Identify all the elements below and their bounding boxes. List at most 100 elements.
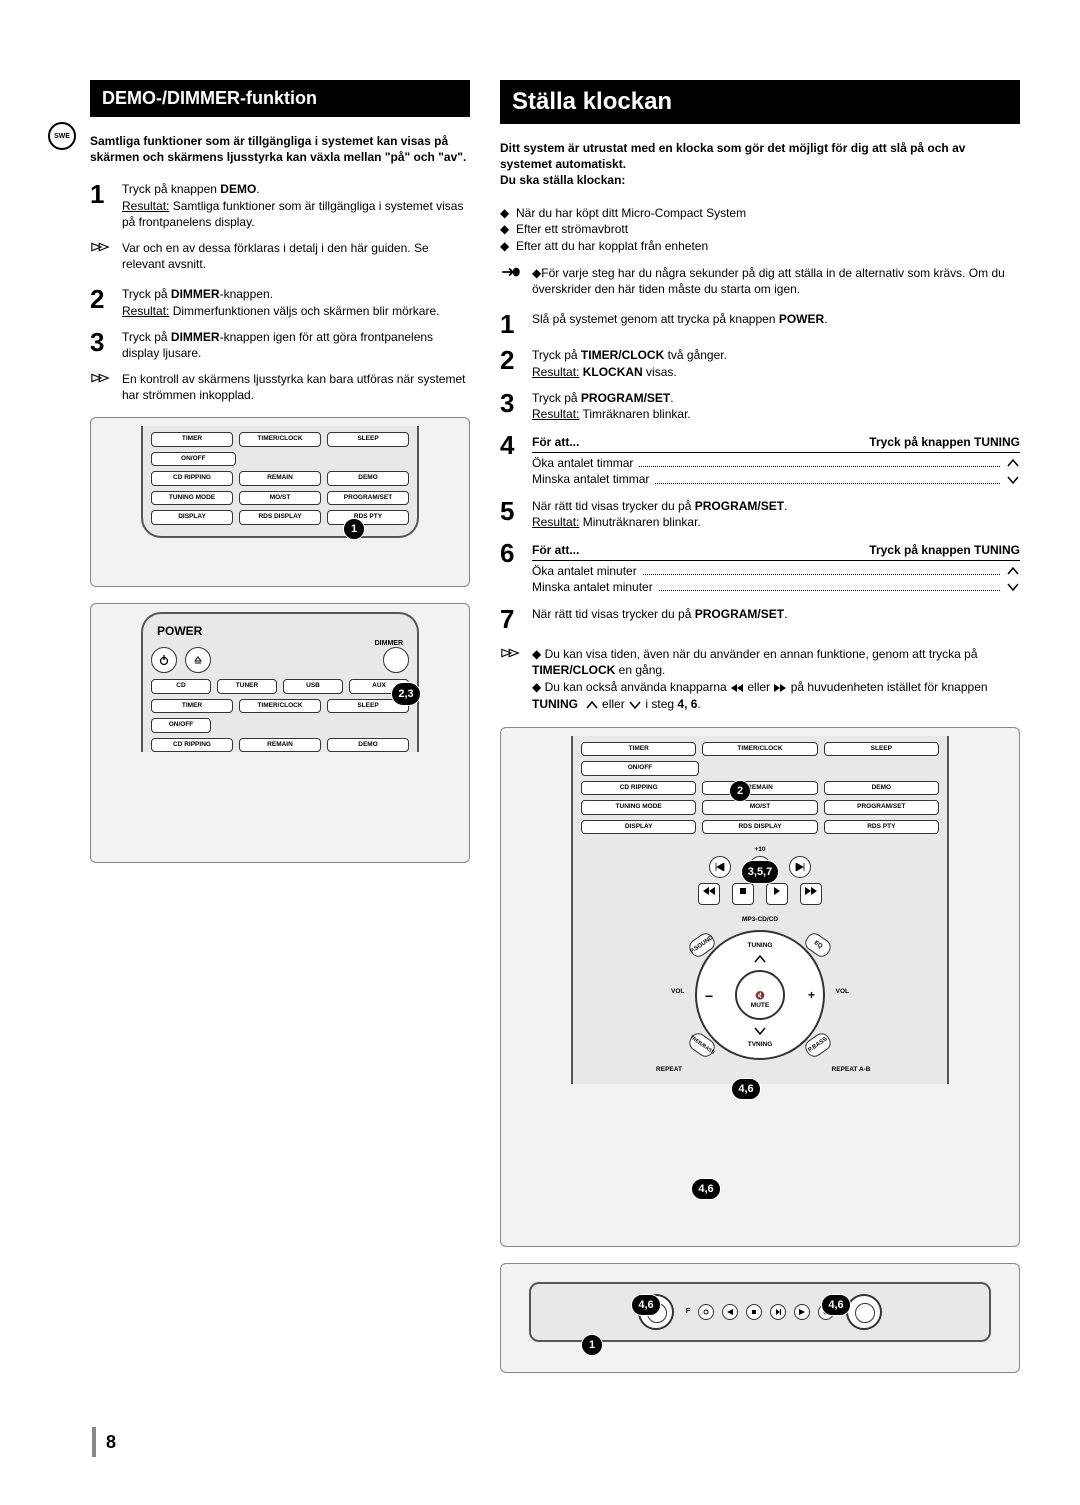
chevron-down-icon [628,700,642,710]
remote-button: TIMER/CLOCK [702,742,817,757]
remote-diagram-1: TIMERTIMER/CLOCKSLEEPON/OFFCD RIPPINGREM… [90,417,470,587]
clock-reasons: ◆När du har köpt ditt Micro-Compact Syst… [500,205,1020,255]
next-track-icon [773,683,787,693]
step-body: Tryck på DIMMER-knappen.Resultat: Dimmer… [122,286,470,318]
step-body: Tryck på DIMMER-knappen igen för att gör… [122,329,470,361]
chevron-note-icon [90,371,112,403]
play-icon [766,883,788,905]
step-number: 1 [500,311,522,337]
remote-button: TIMER [151,699,233,714]
tuning-label: TUNING [695,942,825,949]
step-number: 1 [90,181,112,230]
vol-left-label: VOL [671,988,684,995]
tuning-table: För att...Tryck på knappen TUNINGÖka ant… [532,434,1020,488]
marker-4-6-bottom: 4,6 [691,1178,721,1200]
step-number: 3 [90,329,112,361]
step-row: 3 Tryck på DIMMER-knappen igen för att gö… [90,329,470,361]
step-number: 2 [500,347,522,379]
dimmer-button [383,647,409,673]
step-number: 7 [500,606,522,632]
remote-button: USB [283,679,343,694]
right-steps: 1 Slå på systemet genom att trycka på kna… [500,311,1020,631]
step-number: 2 [90,286,112,318]
right-intro: Ditt system är utrustat med en klocka so… [500,140,1020,189]
step-body: För att...Tryck på knappen TUNINGÖka ant… [532,540,1020,596]
step-row: 4För att...Tryck på knappen TUNINGÖka an… [500,432,1020,488]
step-row: 1Tryck på knappen DEMO.Resultat: Samtlig… [90,181,470,230]
stop-icon [732,883,754,905]
f-label: F [686,1308,690,1315]
chevron-down-icon [753,1026,767,1036]
hand-icon [500,265,522,297]
ubtn-stop [746,1304,762,1320]
step-row: 1 Slå på systemet genom att trycka på kna… [500,311,1020,337]
remote-button: RDS DISPLAY [239,510,321,525]
ff-icon [800,883,822,905]
next-icon [789,856,811,878]
bullet-row: ◆Efter ett strömavbrott [500,221,1020,238]
step-body: För att...Tryck på knappen TUNINGÖka ant… [532,432,1020,488]
unit-diagram: F 4,6 4,6 1 [500,1263,1020,1373]
left-column: DEMO-/DIMMER-funktion Samtliga funktione… [90,80,470,1373]
eject-icon [185,647,211,673]
remote-button: TUNER [217,679,277,694]
remote-button: DISPLAY [151,510,233,525]
marker-2-3: 2,3 [391,682,421,706]
ubtn-1 [698,1304,714,1320]
remote-button: DEMO [327,738,409,753]
marker-3-5-7: 3,5,7 [741,860,779,884]
repeat-label: REPEAT [581,1066,757,1073]
heading-demo-dimmer: DEMO-/DIMMER-funktion [90,80,470,117]
right-column: Ställa klockan Ditt system är utrustat m… [500,80,1020,1373]
remote-button: DISPLAY [581,820,696,835]
step-body: Tryck på TIMER/CLOCK två gånger.Resultat… [532,347,1020,379]
vol-right-label: VOL [836,988,849,995]
ubtn-prev [722,1304,738,1320]
plus10-label: +10 [754,846,765,853]
tvning-label: TVNING [695,1041,825,1048]
repeat-ab-label: REPEAT A-B [763,1066,939,1073]
bullet-row: ◆När du har köpt ditt Micro-Compact Syst… [500,205,1020,222]
remote-button: RDS PTY [824,820,939,835]
rew-icon [698,883,720,905]
right-knob [846,1294,882,1330]
remote-button: SLEEP [824,742,939,757]
remote-button: DEMO [327,471,409,486]
remote-button: CD [151,679,211,694]
control-ring: P.SOUND EQ TREB/BASS P.BASS TUNING TVNIN… [695,930,825,1060]
step-number: 5 [500,498,522,530]
remote-diagram-2: POWER DIMMER CDTUNERUSBAUX TIMERTIMER/CL… [90,603,470,863]
step-row: 5När rätt tid visas trycker du på PROGRA… [500,498,1020,530]
unit-marker-4-6-a: 4,6 [631,1294,661,1316]
remote-button: REMAIN [702,781,817,796]
power-icon [151,647,177,673]
remote-button: REMAIN [239,471,321,486]
chevron-note-icon [90,240,112,272]
remote-button: MO/ST [702,800,817,815]
left-steps: 1Tryck på knappen DEMO.Resultat: Samtlig… [90,181,470,403]
power-label: POWER [151,620,409,640]
onoff-button: ON/OFF [151,718,211,733]
remote-button: CD RIPPING [151,471,233,486]
left-intro: Samtliga funktioner som är tillgängliga … [90,133,470,165]
step-number: 3 [500,390,522,422]
remote-button: SLEEP [327,432,409,447]
remote-button: RDS PTY [327,510,409,525]
remote-button: DEMO [824,781,939,796]
remote-button: TUNING MODE [151,491,233,506]
mute-label: MUTE [695,1002,825,1009]
step-row: 7När rätt tid visas trycker du på PROGRA… [500,606,1020,632]
remote-button: PROGRAM/SET [824,800,939,815]
page-number: 8 [92,1427,116,1457]
heading-clock: Ställa klockan [500,80,1020,124]
end-note: ◆ Du kan visa tiden, även när du använde… [500,646,1020,713]
chevron-up-icon [753,954,767,964]
swe-badge: SWE [48,122,76,150]
ubtn-next [794,1304,810,1320]
tuning-table: För att...Tryck på knappen TUNINGÖka ant… [532,542,1020,596]
marker-4-6-ring: 4,6 [731,1078,761,1100]
step-body: Slå på systemet genom att trycka på knap… [532,311,1020,337]
remote-button: CD RIPPING [581,781,696,796]
step-body: Tryck på PROGRAM/SET.Resultat: Timräknar… [532,390,1020,422]
marker-2: 2 [729,780,751,802]
